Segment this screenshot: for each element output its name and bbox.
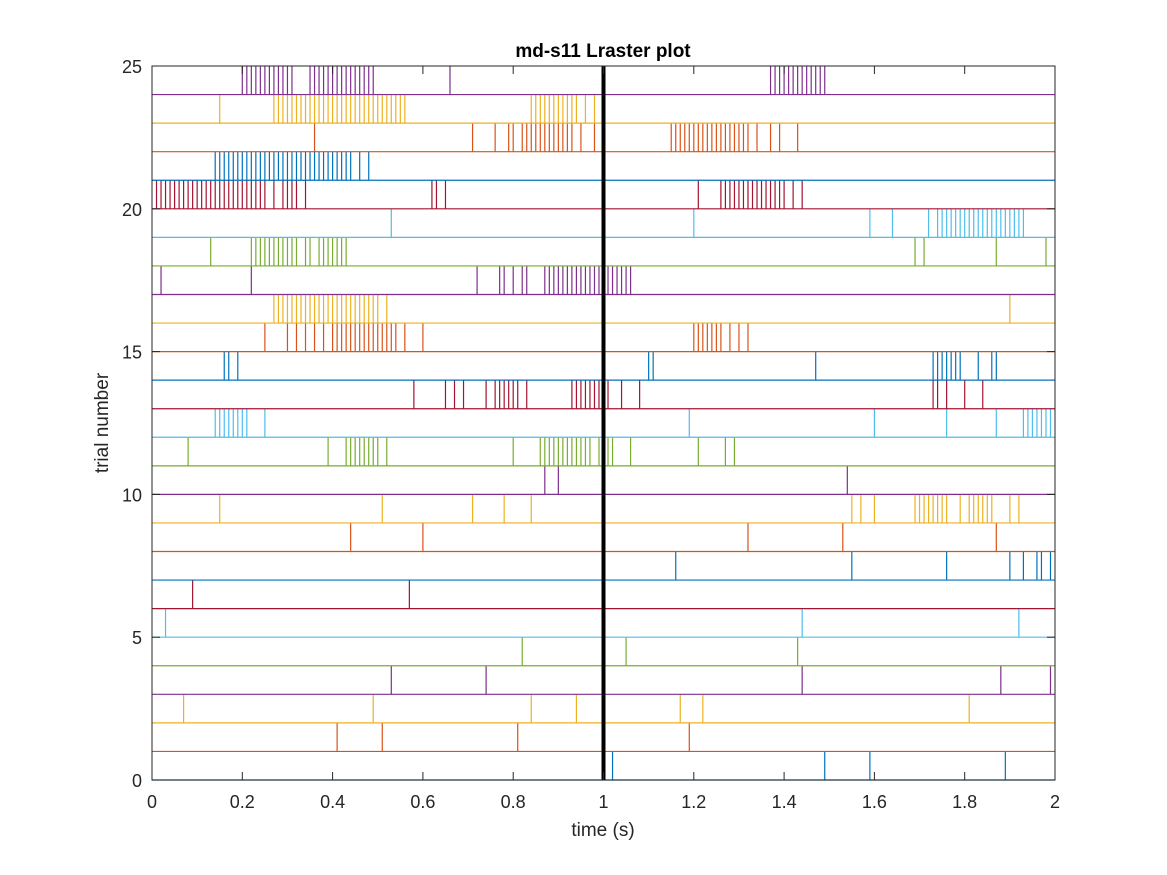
chart-title: md-s11 Lraster plot xyxy=(515,41,691,62)
x-tick-label: 0.8 xyxy=(501,792,526,812)
x-tick-label: 1.4 xyxy=(772,792,797,812)
x-tick-label: 2 xyxy=(1050,792,1060,812)
y-tick-label: 15 xyxy=(122,343,142,363)
x-tick-label: 1.2 xyxy=(681,792,706,812)
y-tick-label: 0 xyxy=(132,771,142,791)
y-axis-label: trial number xyxy=(92,372,113,473)
trial-row-16 xyxy=(152,323,1055,353)
x-tick-label: 1 xyxy=(598,792,608,812)
x-tick-label: 1.6 xyxy=(862,792,887,812)
trial-row-20 xyxy=(152,208,1055,238)
trial-row-22 xyxy=(152,151,1055,181)
y-tick-label: 20 xyxy=(122,200,142,220)
y-tick-label: 10 xyxy=(122,485,142,505)
x-tick-label: 0.4 xyxy=(320,792,345,812)
x-axis-label: time (s) xyxy=(571,820,634,841)
trial-row-23 xyxy=(152,123,1055,153)
x-tick-label: 0 xyxy=(147,792,157,812)
y-tick-label: 25 xyxy=(122,57,142,77)
x-tick-label: 0.6 xyxy=(410,792,435,812)
x-tick-label: 0.2 xyxy=(230,792,255,812)
x-tick-label: 1.8 xyxy=(952,792,977,812)
y-tick-label: 5 xyxy=(132,628,142,648)
